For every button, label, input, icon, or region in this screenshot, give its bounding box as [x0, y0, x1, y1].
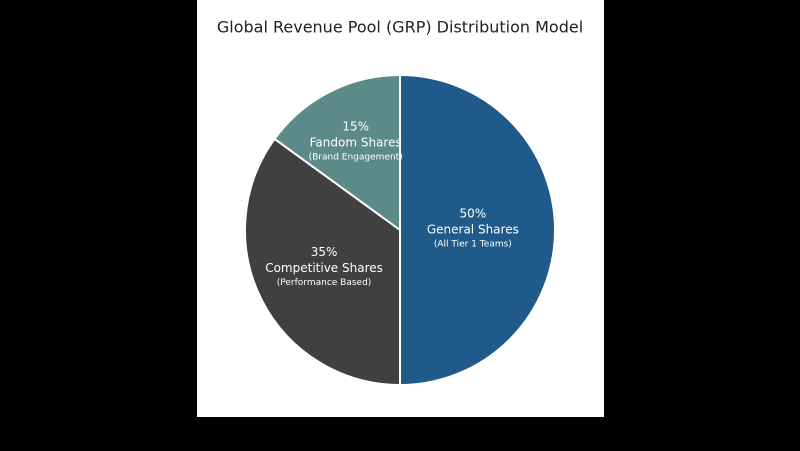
slice-value-label: 50%: [460, 207, 487, 221]
slice-value-label: 15%: [342, 119, 369, 133]
chart-title: Global Revenue Pool (GRP) Distribution M…: [217, 18, 583, 37]
slice-sublabel: (Performance Based): [277, 278, 372, 288]
slice-label: Competitive Shares: [265, 261, 383, 275]
slice-sublabel: (Brand Engagement): [309, 152, 403, 162]
slice-sublabel: (All Tier 1 Teams): [434, 240, 512, 250]
slice-label: Fandom Shares: [310, 135, 402, 149]
slice-label: General Shares: [427, 223, 519, 237]
pie-slice: [273, 73, 401, 232]
pie-slice: [244, 137, 401, 387]
pie-slice: [399, 73, 556, 387]
slice-value-label: 35%: [311, 245, 338, 259]
